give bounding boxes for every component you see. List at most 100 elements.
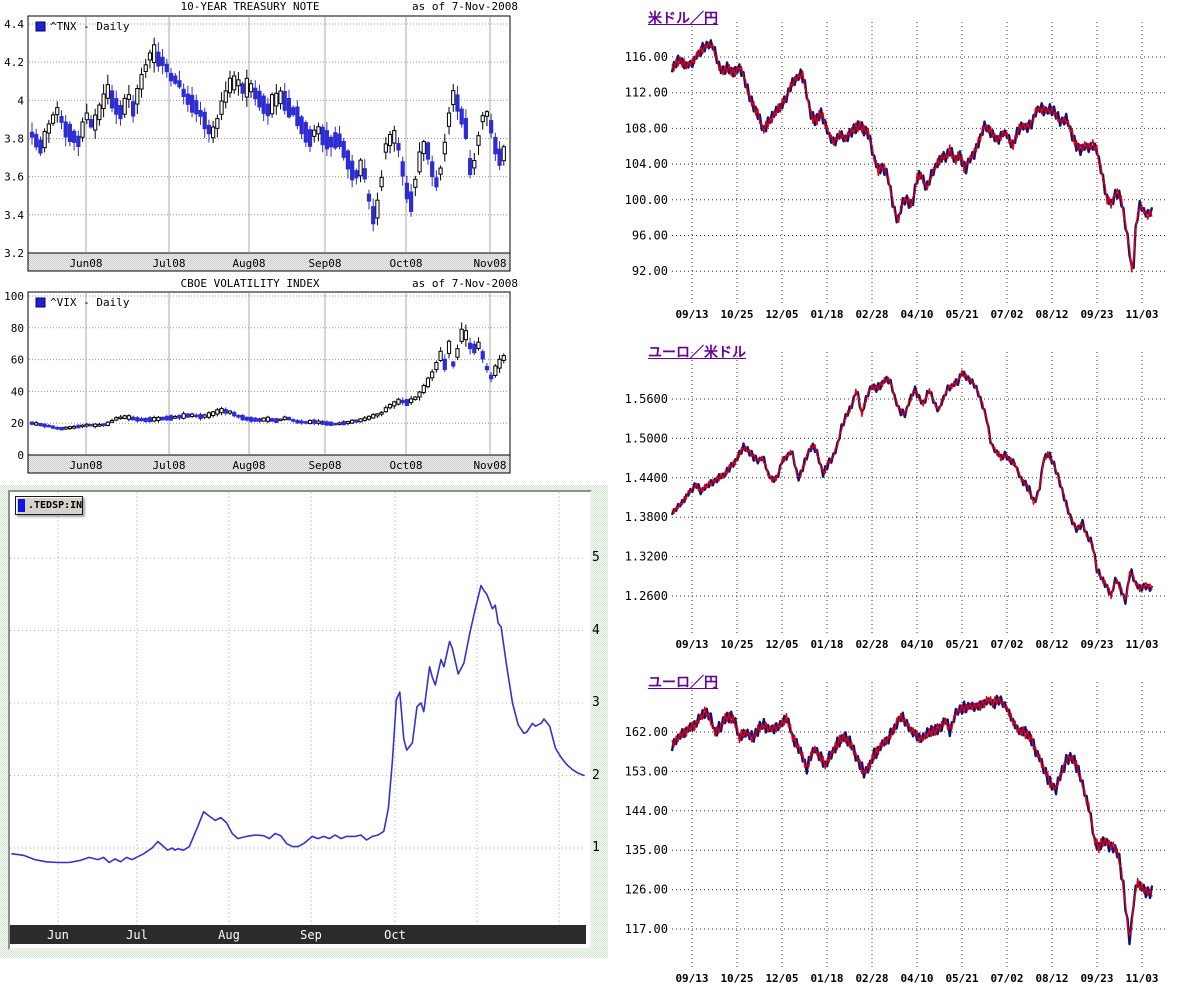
eurusd-chart-canvas: 1.5600 1.5000 1.4400 1.3800 1.3200 1.2600 09/1…	[625, 352, 1168, 651]
svg-text:11/03: 11/03	[1125, 638, 1158, 651]
ted-legend-box: .TEDSP:IND	[15, 496, 83, 515]
ted-ytick-2: 2	[592, 768, 600, 783]
svg-text:116.00: 116.00	[625, 50, 668, 64]
svg-text:126.00: 126.00	[625, 883, 668, 897]
svg-text:112.00: 112.00	[625, 86, 668, 100]
svg-text:08/12: 08/12	[1035, 308, 1068, 321]
svg-text:80: 80	[11, 322, 24, 335]
svg-text:1.4400: 1.4400	[625, 471, 668, 485]
svg-text:Sep08: Sep08	[308, 257, 341, 270]
svg-text:117.00: 117.00	[625, 922, 668, 936]
svg-text:as of 7-Nov-2008: as of 7-Nov-2008	[412, 278, 518, 290]
svg-text:08/12: 08/12	[1035, 972, 1068, 985]
svg-text:Jul: Jul	[126, 928, 148, 942]
svg-text:Jun: Jun	[47, 928, 69, 942]
svg-text:09/23: 09/23	[1080, 972, 1113, 985]
svg-text:100: 100	[4, 290, 24, 303]
eurusd-chart-panel: ユーロ／米ドル 1.5600 1.5000 1.4400 1.3800 1.3200 1.…	[620, 330, 1180, 660]
vix-chart-panel: CBOE VOLATILITY INDEX as of 7-Nov-2008 100…	[0, 278, 520, 480]
svg-text:01/18: 01/18	[810, 638, 843, 651]
ted-ytick-3: 3	[592, 695, 600, 710]
svg-text:04/10: 04/10	[900, 638, 933, 651]
ted-chart-panel: Jun Jul Aug Sep Oct .TEDSP:IND 5 4 3 2 1	[0, 485, 608, 958]
vix-chart-canvas: CBOE VOLATILITY INDEX as of 7-Nov-2008 100…	[4, 278, 518, 474]
ted-ytick-1: 1	[592, 840, 600, 855]
svg-text:02/28: 02/28	[855, 972, 888, 985]
svg-text:10/25: 10/25	[720, 972, 753, 985]
svg-text:3.6: 3.6	[4, 171, 24, 184]
svg-text:4.4: 4.4	[4, 18, 24, 31]
svg-text:Aug08: Aug08	[232, 459, 265, 472]
svg-text:04/10: 04/10	[900, 308, 933, 321]
svg-text:12/05: 12/05	[765, 972, 798, 985]
svg-text:108.00: 108.00	[625, 121, 668, 135]
usdjpy-chart-panel: 米ドル／円 116.00 112.00 108.00 104.00 100.00 96.0…	[620, 0, 1180, 330]
svg-text:4: 4	[17, 94, 24, 107]
svg-text:Aug: Aug	[218, 928, 240, 942]
svg-text:Sep08: Sep08	[308, 459, 341, 472]
svg-text:1.3800: 1.3800	[625, 510, 668, 524]
svg-text:Jul08: Jul08	[152, 257, 185, 270]
svg-text:10/25: 10/25	[720, 308, 753, 321]
svg-text:144.00: 144.00	[625, 804, 668, 818]
svg-text:09/13: 09/13	[675, 972, 708, 985]
eurusd-title-link[interactable]: ユーロ／米ドル	[648, 345, 746, 361]
svg-text:0: 0	[17, 449, 24, 462]
ted-ytick-4: 4	[592, 623, 600, 638]
svg-text:162.00: 162.00	[625, 725, 668, 739]
svg-text:1.3200: 1.3200	[625, 550, 668, 564]
svg-text:12/05: 12/05	[765, 308, 798, 321]
svg-text:02/28: 02/28	[855, 638, 888, 651]
svg-text:135.00: 135.00	[625, 843, 668, 857]
svg-text:1.5000: 1.5000	[625, 431, 668, 445]
svg-text:09/13: 09/13	[675, 308, 708, 321]
svg-text:153.00: 153.00	[625, 764, 668, 778]
eurjpy-title-link[interactable]: ユーロ／円	[648, 675, 718, 691]
svg-text:Jul08: Jul08	[152, 459, 185, 472]
svg-text:3.8: 3.8	[4, 132, 24, 145]
eurjpy-chart-panel: ユーロ／円 162.00 153.00 144.00 135.00 126.00 117.…	[620, 660, 1180, 999]
svg-text:Jun08: Jun08	[69, 257, 102, 270]
svg-text:01/18: 01/18	[810, 308, 843, 321]
svg-text:09/23: 09/23	[1080, 638, 1113, 651]
svg-text:02/28: 02/28	[855, 308, 888, 321]
svg-text:04/10: 04/10	[900, 972, 933, 985]
svg-text:01/18: 01/18	[810, 972, 843, 985]
svg-text:10/25: 10/25	[720, 638, 753, 651]
ted-legend-swatch-icon	[18, 499, 25, 512]
svg-text:100.00: 100.00	[625, 193, 668, 207]
svg-text:CBOE VOLATILITY INDEX: CBOE VOLATILITY INDEX	[180, 278, 319, 290]
svg-text:05/21: 05/21	[945, 638, 978, 651]
eurjpy-chart-canvas: 162.00 153.00 144.00 135.00 126.00 117.00 09/1…	[625, 682, 1168, 985]
svg-text:3.2: 3.2	[4, 247, 24, 260]
svg-text:Nov08: Nov08	[473, 257, 506, 270]
svg-text:104.00: 104.00	[625, 157, 668, 171]
svg-text:Sep: Sep	[300, 928, 322, 942]
svg-text:1.2600: 1.2600	[625, 589, 668, 603]
svg-text:10-YEAR TREASURY NOTE: 10-YEAR TREASURY NOTE	[180, 0, 319, 13]
svg-text:09/13: 09/13	[675, 638, 708, 651]
tnx-chart-panel: 10-YEAR TREASURY NOTE as of 7-Nov-2008 4.4…	[0, 0, 520, 280]
svg-text:3.4: 3.4	[4, 209, 24, 222]
svg-text:05/21: 05/21	[945, 972, 978, 985]
svg-text:09/23: 09/23	[1080, 308, 1113, 321]
svg-text:08/12: 08/12	[1035, 638, 1068, 651]
svg-text:11/03: 11/03	[1125, 308, 1158, 321]
svg-text:96.00: 96.00	[632, 229, 668, 243]
svg-text:07/02: 07/02	[990, 308, 1023, 321]
svg-text:07/02: 07/02	[990, 972, 1023, 985]
ted-chart-frame: Jun Jul Aug Sep Oct .TEDSP:IND	[8, 490, 592, 950]
svg-text:05/21: 05/21	[945, 308, 978, 321]
svg-text:Oct: Oct	[384, 928, 406, 942]
svg-text:Oct08: Oct08	[389, 257, 422, 270]
usdjpy-title-link[interactable]: 米ドル／円	[648, 11, 718, 27]
svg-text:1.5600: 1.5600	[625, 392, 668, 406]
svg-text:4.2: 4.2	[4, 56, 24, 69]
ted-legend-label: .TEDSP:IND	[28, 500, 83, 511]
svg-text:20: 20	[11, 417, 24, 430]
svg-text:12/05: 12/05	[765, 638, 798, 651]
svg-text:07/02: 07/02	[990, 638, 1023, 651]
svg-text:Aug08: Aug08	[232, 257, 265, 270]
svg-text:Oct08: Oct08	[389, 459, 422, 472]
